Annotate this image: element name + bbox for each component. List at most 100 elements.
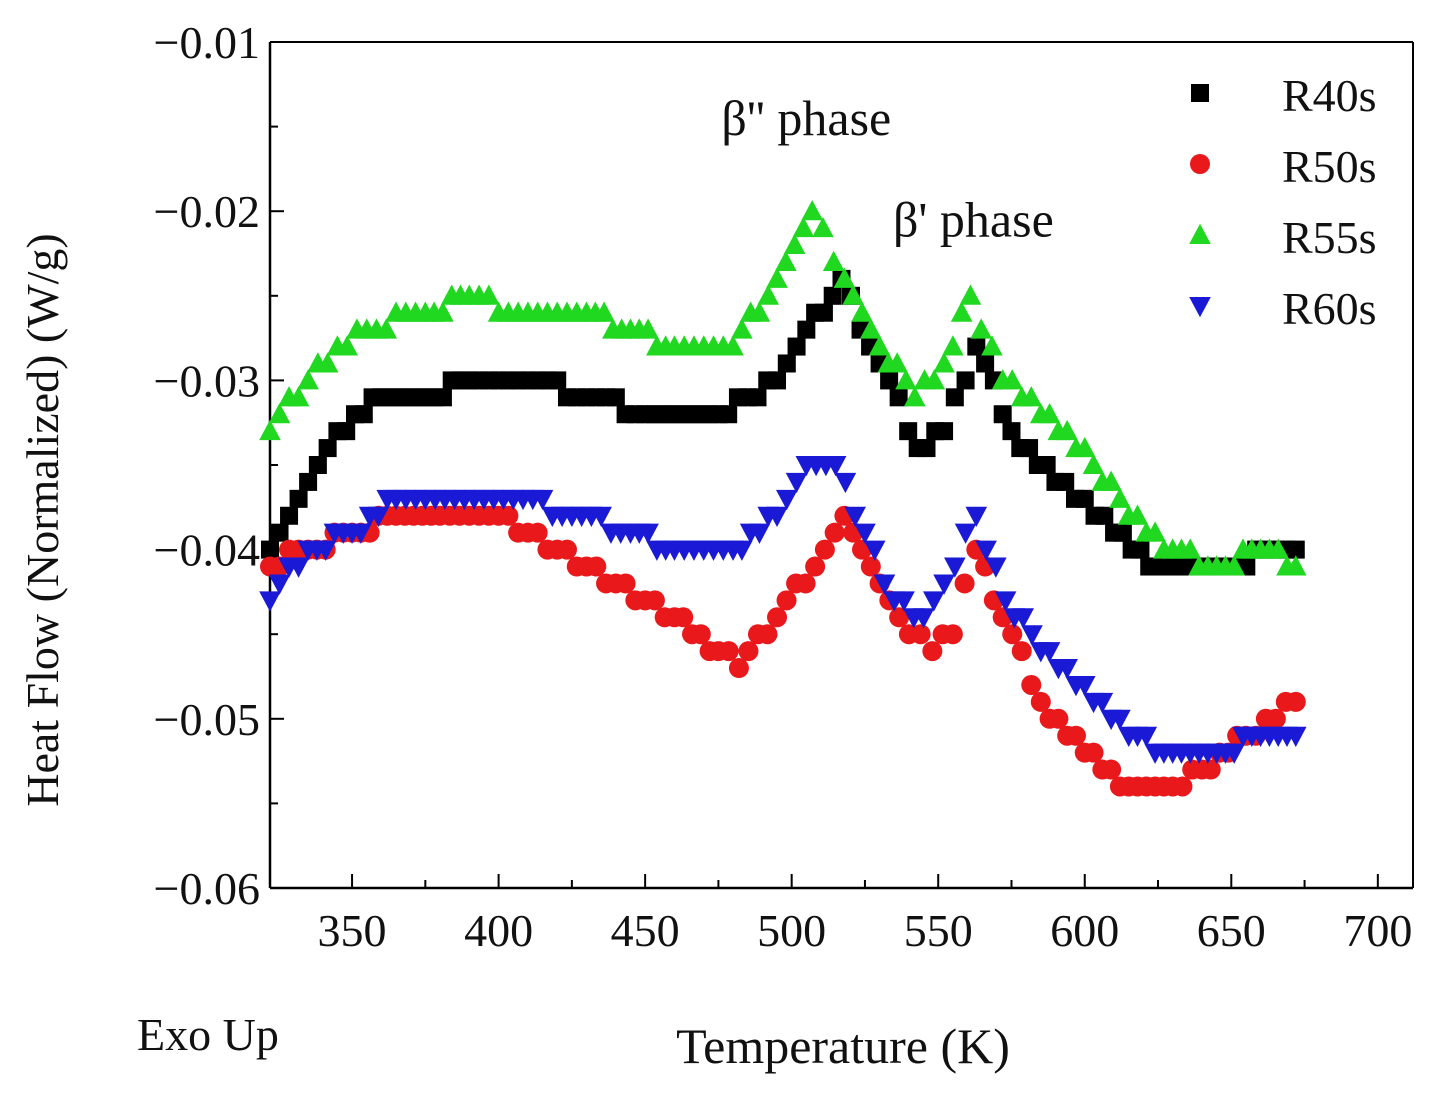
data-point (719, 405, 738, 424)
data-point (314, 540, 337, 561)
data-point (889, 607, 910, 628)
data-point (776, 590, 797, 611)
data-point (1126, 504, 1149, 525)
y-tick-label: −0.01 (154, 17, 260, 68)
data-point (767, 607, 788, 628)
data-point (950, 301, 973, 322)
data-point (814, 303, 833, 322)
x-tick-label: 350 (318, 905, 387, 956)
data-point (893, 591, 915, 612)
data-point (1002, 422, 1021, 441)
data-point (337, 422, 356, 441)
y-tick-label: −0.03 (154, 355, 260, 406)
data-point (637, 318, 659, 339)
data-point (1048, 708, 1069, 729)
data-point (308, 456, 327, 474)
exo-up-label: Exo Up (137, 1009, 279, 1060)
data-point (738, 641, 759, 662)
phase-annotation: β' phase (893, 192, 1054, 248)
data-point (531, 489, 554, 511)
data-point (268, 574, 291, 595)
data-point (287, 557, 310, 578)
data-point (690, 624, 711, 645)
x-tick-label: 500 (757, 905, 826, 956)
data-point (1284, 555, 1307, 576)
series-R55s (259, 199, 1307, 576)
legend-label-R40s: R40s (1282, 70, 1377, 121)
data-point (316, 352, 339, 373)
data-point (1109, 709, 1131, 731)
data-point (775, 489, 798, 511)
data-point (259, 419, 281, 441)
data-point (792, 216, 815, 238)
data-point (783, 233, 806, 255)
data-point (1101, 759, 1122, 780)
legend-marker-R55s (1189, 223, 1211, 244)
y-tick-label: −0.05 (154, 694, 260, 745)
data-point (1001, 369, 1024, 390)
data-point (270, 523, 289, 542)
legend-label-R60s: R60s (1282, 283, 1377, 334)
data-point (586, 556, 607, 577)
data-point (993, 405, 1012, 424)
data-point (1021, 674, 1042, 695)
data-point (478, 284, 500, 305)
data-point (886, 352, 908, 373)
data-point (261, 540, 279, 559)
data-point (1095, 506, 1114, 525)
axes: 350 400 450 500 550 600 650 700 −0.01 −0.02 −0.03 −… (154, 17, 1414, 956)
data-point (860, 318, 882, 339)
data-point (797, 320, 816, 339)
data-point (975, 540, 997, 561)
x-tick-label: 450 (611, 905, 680, 956)
data-point (728, 658, 749, 679)
x-tick-label: 700 (1343, 905, 1412, 956)
data-point (432, 301, 454, 322)
data-point (354, 405, 373, 424)
data-point (1065, 725, 1086, 746)
data-point (1286, 540, 1305, 559)
data-point (1038, 642, 1061, 663)
data-point (1030, 691, 1051, 712)
data-point (970, 318, 992, 339)
data-point (954, 573, 975, 594)
data-point (757, 624, 778, 645)
data-point (644, 590, 665, 611)
data-point (367, 506, 390, 528)
data-point (1100, 470, 1122, 491)
data-point (945, 388, 964, 407)
y-tick-label: −0.06 (154, 863, 260, 914)
data-point (863, 540, 886, 561)
data-point (923, 369, 946, 390)
y-tick-label: −0.04 (154, 525, 260, 576)
data-point (1021, 625, 1043, 646)
data-point (895, 369, 917, 390)
x-tick-label: 400 (464, 905, 533, 956)
data-point (1113, 523, 1132, 542)
data-point (903, 386, 926, 407)
data-point (1223, 555, 1246, 576)
data-point (834, 472, 857, 494)
legend-marker-R40s (1191, 84, 1209, 102)
y-axis-title: Heat Flow (Normalized) (W/g) (17, 233, 68, 807)
data-point (299, 472, 318, 491)
data-point (922, 641, 943, 662)
series-R60s (259, 456, 1307, 764)
data-point (718, 641, 739, 662)
data-point (259, 591, 281, 612)
data-point (942, 624, 963, 645)
data-point (944, 557, 966, 578)
legend-label-R55s: R55s (1282, 212, 1377, 263)
data-point (795, 573, 816, 594)
data-point (606, 388, 625, 407)
phase-annotation: β'' phase (721, 90, 891, 146)
data-point (1265, 708, 1286, 729)
data-point (350, 523, 372, 544)
legend-marker-R60s (1189, 297, 1211, 318)
data-point (787, 337, 806, 356)
data-point (1179, 538, 1202, 559)
data-point (812, 216, 834, 238)
